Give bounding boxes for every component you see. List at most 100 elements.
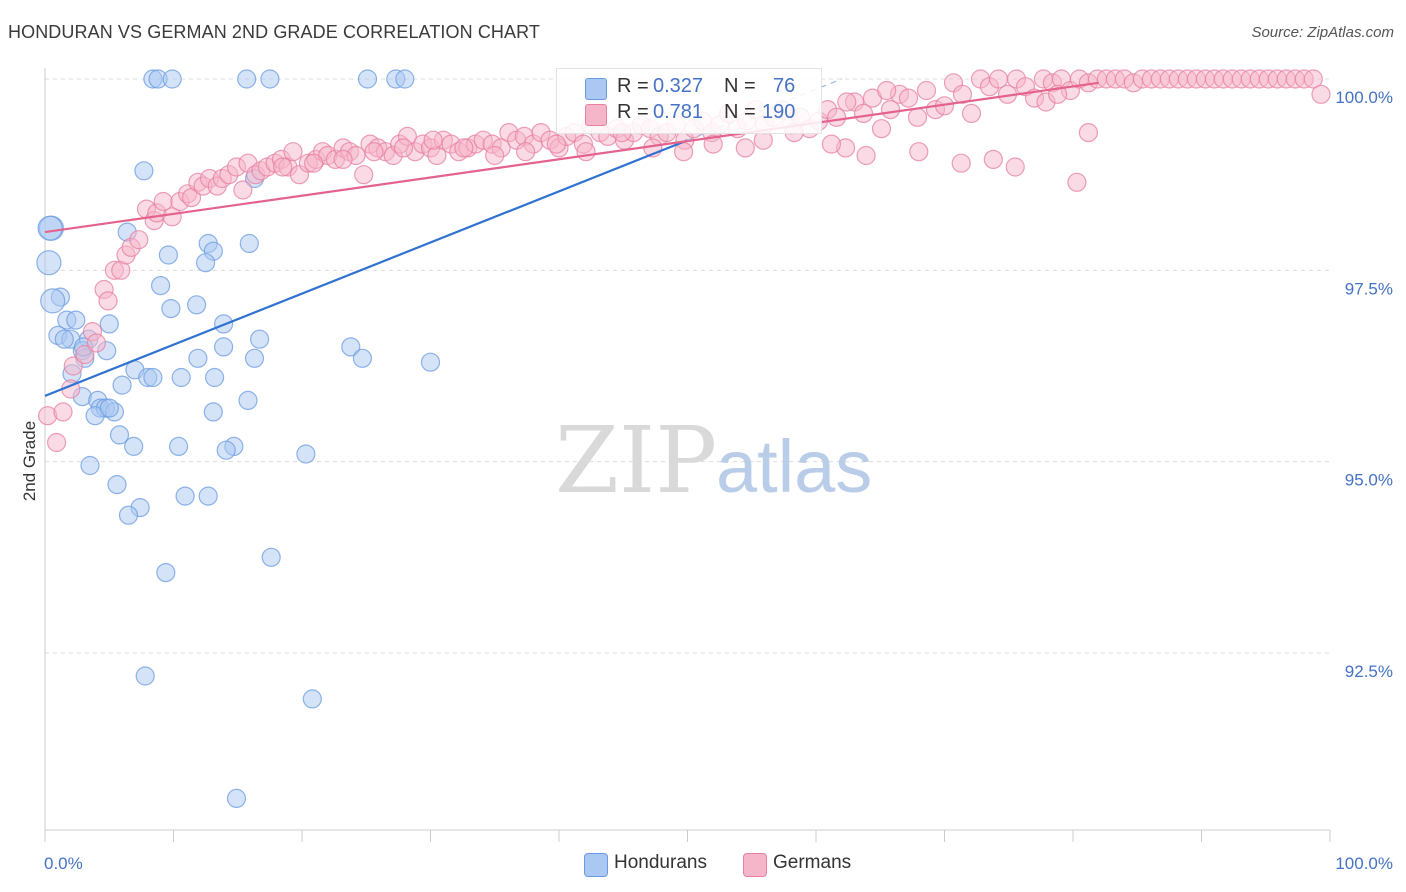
legend-r-label: R = (617, 75, 649, 97)
data-point (156, 562, 176, 583)
y-axis-label: 2nd Grade (20, 421, 39, 501)
data-point (80, 455, 100, 476)
data-point (837, 92, 857, 112)
data-point (188, 348, 208, 368)
data-point (118, 505, 139, 525)
data-point (546, 134, 567, 154)
data-point (151, 276, 171, 296)
data-point (112, 375, 132, 395)
y-tick-label: 92.5% (1345, 662, 1393, 681)
data-point (735, 138, 755, 158)
data-point (395, 69, 415, 89)
data-point (75, 344, 95, 365)
data-point (205, 367, 225, 388)
data-point (237, 69, 257, 89)
data-point (37, 215, 63, 241)
data-point (826, 107, 847, 127)
data-point (393, 138, 414, 158)
data-point (124, 436, 144, 456)
data-point (175, 486, 195, 506)
y-tick-label: 97.5% (1345, 279, 1393, 298)
data-point (129, 230, 149, 250)
data-point (296, 444, 316, 464)
legend-n-label: N = (724, 75, 756, 97)
stats-legend: R = 0.327 N = 76 R = 0.781 N = 190 (556, 68, 822, 134)
data-point (54, 329, 74, 349)
data-point (898, 88, 919, 108)
x-tick-label: 0.0% (44, 854, 83, 873)
data-point (952, 84, 973, 104)
data-point (877, 80, 897, 101)
watermark-zip: ZIP (555, 407, 717, 514)
data-point (169, 436, 189, 456)
data-point (198, 486, 218, 506)
data-point (63, 356, 83, 376)
data-point (158, 245, 178, 265)
watermark-atlas: atlas (716, 425, 872, 508)
data-point (1005, 157, 1025, 177)
data-point (961, 103, 982, 124)
legend-swatch-hondurans (585, 78, 607, 100)
data-point (454, 138, 474, 158)
data-point (250, 329, 270, 349)
data-point (86, 333, 107, 353)
data-point (1303, 69, 1323, 89)
data-point (352, 348, 372, 368)
legend-n-value: 76 (773, 75, 796, 97)
data-point (821, 134, 842, 154)
data-point (907, 107, 928, 127)
data-point (302, 689, 322, 709)
chart-title: HONDURAN VS GERMAN 2ND GRADE CORRELATION… (8, 22, 540, 42)
legend-label-hondurans: Hondurans (614, 852, 707, 873)
data-point (260, 69, 280, 89)
data-point (53, 402, 73, 422)
legend-swatch-germans (743, 853, 767, 877)
data-point (420, 352, 441, 372)
legend-r-value: 0.781 (653, 101, 704, 123)
data-point (576, 142, 596, 162)
trendline-hondurans (44, 139, 688, 397)
data-point (880, 99, 901, 120)
data-point (515, 142, 536, 162)
tick-labels: 100.0% 97.5% 95.0% 92.5% 0.0% 100.0% (44, 88, 1393, 873)
chart-source: Source: ZipAtlas.com (1251, 24, 1394, 41)
stats-legend-row-hondurans: R = 0.327 N = 76 (557, 75, 821, 103)
data-point (244, 348, 265, 368)
data-point (1311, 84, 1331, 104)
legend-label-germans: Germans (773, 852, 852, 873)
data-point (66, 310, 86, 330)
data-point (134, 161, 154, 181)
data-point (109, 425, 130, 445)
axes (44, 68, 1331, 842)
data-point (916, 80, 937, 101)
data-point (216, 440, 236, 460)
data-point (239, 233, 259, 254)
data-point (46, 432, 67, 453)
legend-n-label: N = (724, 101, 756, 123)
data-point (261, 547, 281, 567)
legend-swatch-germans (585, 104, 607, 126)
data-point (341, 337, 361, 357)
y-tick-label: 100.0% (1335, 88, 1393, 107)
data-point (233, 180, 253, 200)
data-point (364, 142, 384, 162)
series-hondurans (36, 69, 441, 809)
data-point (357, 69, 378, 89)
data-point (1078, 123, 1099, 143)
data-point (107, 475, 127, 495)
data-point (909, 142, 929, 162)
legend-r-label: R = (617, 101, 649, 123)
data-point (1067, 172, 1087, 192)
legend-n-value: 190 (762, 101, 796, 123)
data-point (162, 69, 182, 89)
data-point (983, 149, 1003, 169)
data-point (214, 337, 234, 357)
data-point (99, 398, 119, 418)
data-point (143, 367, 163, 388)
legend-r-value: 0.327 (653, 75, 704, 97)
data-point (98, 291, 118, 311)
data-point (951, 153, 971, 173)
stats-legend-row-germans: R = 0.781 N = 190 (557, 101, 821, 129)
data-point (99, 314, 119, 334)
